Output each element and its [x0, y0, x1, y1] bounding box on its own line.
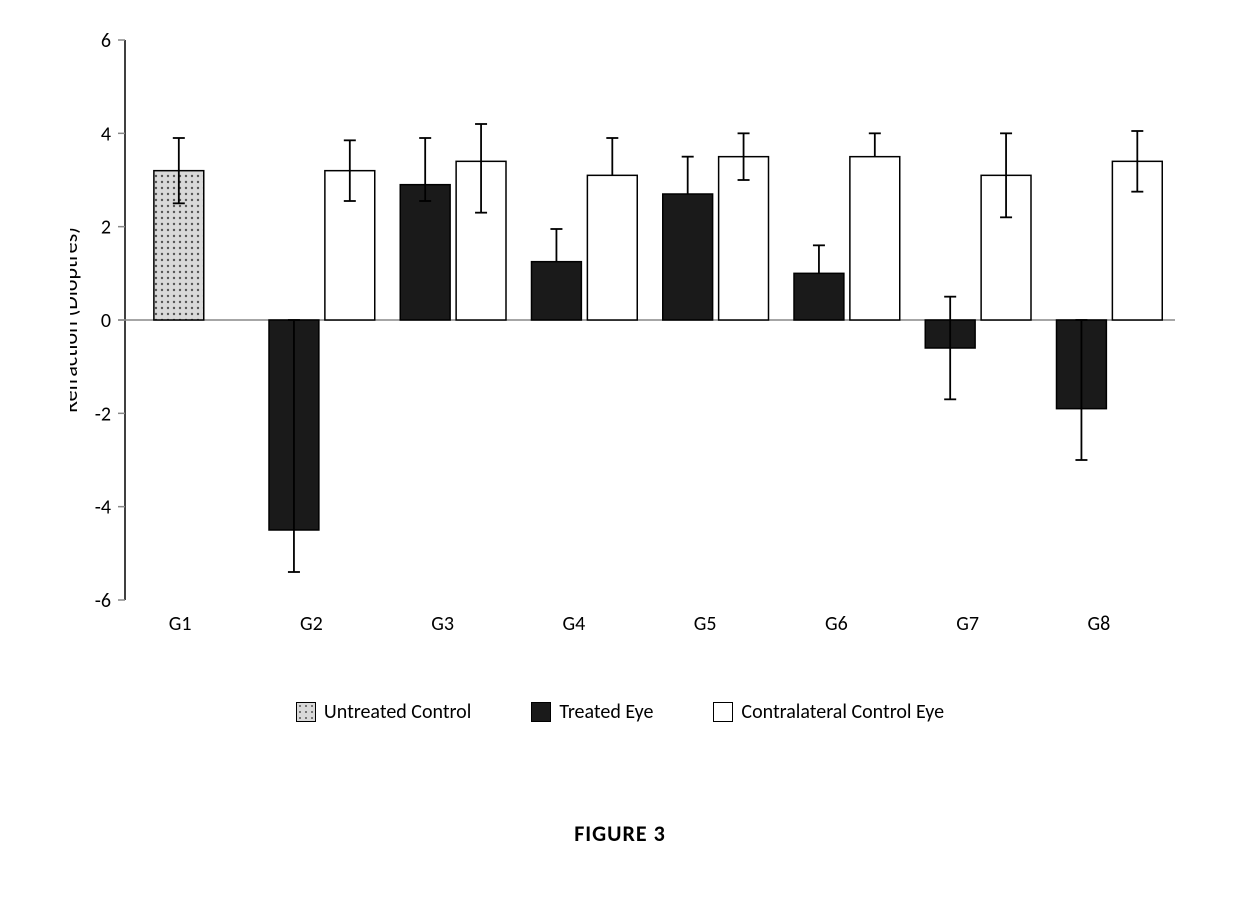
category-label-G1: G1	[169, 612, 192, 636]
svg-text:-4: -4	[95, 496, 111, 520]
bar-G5-treated	[663, 194, 713, 320]
refraction-bar-chart: -6 -4 -2 0 2 4 6 Refraction (Dioptres) G1 G2 G3 G4 G…	[70, 30, 1195, 660]
category-label-G5: G5	[694, 612, 717, 636]
legend: Untreated Control Treated Eye Contralate…	[0, 700, 1240, 724]
svg-text:2: 2	[101, 216, 111, 240]
legend-label-untreated: Untreated Control	[324, 700, 471, 724]
legend-swatch-treated	[531, 702, 551, 722]
category-label-G3: G3	[431, 612, 454, 636]
page: -6 -4 -2 0 2 4 6 Refraction (Dioptres) G1 G2 G3 G4 G…	[0, 0, 1240, 901]
figure-caption: FIGURE 3	[0, 820, 1240, 847]
legend-item-untreated: Untreated Control	[296, 700, 471, 724]
svg-text:6: 6	[101, 30, 111, 53]
svg-text:Refraction (Dioptres): Refraction (Dioptres)	[70, 227, 83, 413]
category-label-G2: G2	[300, 612, 323, 636]
category-label-G8: G8	[1087, 612, 1110, 636]
bar-G4-treated	[532, 262, 582, 320]
bar-G5-contralateral	[719, 157, 769, 320]
category-label-G6: G6	[825, 612, 848, 636]
legend-swatch-untreated	[296, 702, 316, 722]
legend-label-treated: Treated Eye	[559, 700, 653, 724]
chart-container: -6 -4 -2 0 2 4 6 Refraction (Dioptres) G1 G2 G3 G4 G…	[70, 30, 1195, 660]
legend-label-contralateral: Contralateral Control Eye	[741, 700, 944, 724]
svg-text:-6: -6	[95, 589, 111, 613]
svg-text:4: 4	[101, 122, 111, 146]
legend-item-treated: Treated Eye	[531, 700, 653, 724]
category-label-G7: G7	[956, 612, 979, 636]
category-label-G4: G4	[562, 612, 585, 636]
svg-text:-2: -2	[95, 402, 111, 426]
bar-G6-contralateral	[850, 157, 900, 320]
legend-item-contralateral: Contralateral Control Eye	[713, 700, 944, 724]
bar-G6-treated	[794, 273, 844, 320]
bar-G4-contralateral	[587, 175, 637, 320]
bar-G3-treated	[400, 185, 450, 320]
legend-swatch-contralateral	[713, 702, 733, 722]
svg-text:0: 0	[101, 309, 111, 333]
